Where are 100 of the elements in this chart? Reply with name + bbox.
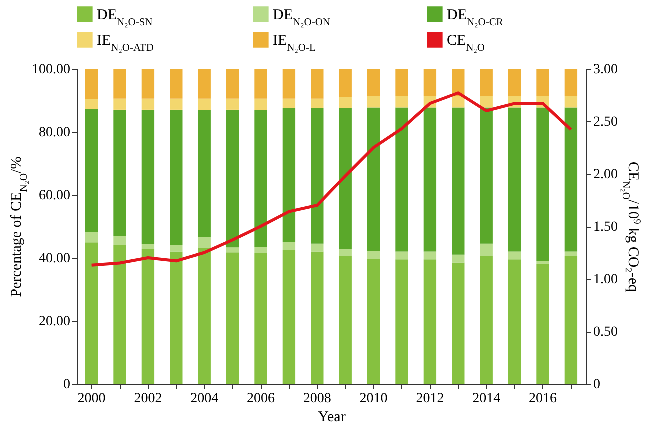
legend-label: CE$_{N₂O}$ [447, 33, 486, 54]
bar [367, 108, 380, 252]
bar [480, 69, 493, 96]
y-tick-label: 60.00 [39, 188, 70, 204]
bar [226, 248, 240, 253]
bar [424, 108, 437, 252]
x-tick-label: 2004 [190, 392, 219, 406]
bar [367, 259, 380, 384]
bar [282, 250, 296, 384]
bar [367, 251, 380, 260]
bar [254, 69, 268, 99]
bar [282, 69, 296, 99]
line-series [90, 92, 573, 267]
bar [536, 264, 550, 384]
bar [396, 260, 408, 384]
bar [114, 236, 126, 246]
bar [226, 69, 240, 99]
legend-label: IE$_{N₂O-L}$ [273, 33, 316, 54]
x-tick-label: 2006 [247, 392, 275, 406]
y2-tick-label: 2.50 [594, 115, 618, 130]
y-tick-label: 80.00 [39, 126, 70, 140]
bar [85, 242, 98, 384]
bar [564, 252, 578, 256]
legend-label: DE$_{N₂O-SN}$ [97, 7, 154, 28]
bar [480, 244, 493, 256]
bar [396, 252, 408, 260]
bar [114, 69, 126, 99]
bar [564, 108, 578, 252]
y2-tick-label: 2.00 [594, 168, 618, 182]
bar [396, 108, 408, 252]
bar [226, 252, 240, 384]
bar [452, 108, 465, 255]
bar [170, 110, 183, 246]
x-tick-label: 2014 [472, 392, 501, 406]
x-tick-label: 2000 [78, 392, 106, 406]
bar [311, 108, 324, 244]
bar [536, 69, 550, 96]
bar [198, 69, 211, 99]
y-tick-label: 20.00 [39, 314, 70, 330]
bar [480, 256, 493, 384]
legend-label: DE$_{N₂O-ON}$ [273, 7, 331, 28]
bar [85, 69, 98, 100]
bar [170, 245, 183, 252]
y2-tick-label: 0 [594, 378, 600, 392]
bar [339, 97, 352, 108]
bar [85, 99, 98, 110]
bar [508, 69, 522, 96]
legend-label: IE$_{N₂O-ATD}$ [97, 33, 154, 54]
y-tick-label: 40.00 [39, 252, 70, 266]
bar [282, 242, 296, 250]
bar [142, 110, 155, 244]
bar [508, 260, 522, 384]
x-tick-label: 2012 [416, 392, 444, 406]
bar [424, 260, 437, 384]
bar [564, 96, 578, 108]
bar [85, 109, 98, 232]
bar [564, 256, 578, 384]
bar [142, 69, 155, 99]
bar [254, 253, 268, 384]
x-tick-label: 2002 [134, 392, 162, 406]
bar [142, 244, 155, 250]
bar [424, 69, 437, 96]
bar [311, 252, 324, 384]
x-axis-title: Year [318, 410, 346, 426]
bar [226, 110, 240, 248]
bar [311, 244, 324, 252]
bar [424, 252, 437, 260]
y2-tick-label: 1.00 [594, 272, 618, 288]
bar [311, 69, 324, 99]
bar [170, 98, 183, 110]
y2-tick-label: 0.50 [594, 325, 618, 340]
bar [311, 98, 324, 108]
bar [198, 238, 211, 249]
bar [339, 249, 352, 256]
bar [282, 98, 296, 108]
bar [198, 98, 211, 110]
bar [396, 69, 408, 96]
bar [339, 108, 352, 250]
bar [452, 262, 465, 384]
bar [480, 108, 493, 244]
bar [226, 98, 240, 110]
bar [508, 252, 522, 260]
bar [114, 110, 126, 236]
x-tick-label: 2016 [528, 392, 557, 406]
y2-tick-label: 1.50 [594, 220, 618, 235]
bar [452, 254, 465, 263]
bar [198, 110, 211, 238]
y-tick-label: 100.00 [32, 62, 70, 78]
bar [254, 98, 268, 110]
bar [367, 69, 380, 96]
bar [536, 261, 550, 264]
legend-label: DE$_{N₂O-CR}$ [447, 7, 504, 28]
x-tick-label: 2010 [360, 392, 388, 406]
bar [282, 108, 296, 242]
bar [508, 108, 522, 252]
bar [114, 245, 126, 384]
y2-tick-label: 3.00 [594, 62, 618, 78]
bar [339, 256, 352, 384]
bar [452, 96, 465, 108]
bar [170, 69, 183, 99]
